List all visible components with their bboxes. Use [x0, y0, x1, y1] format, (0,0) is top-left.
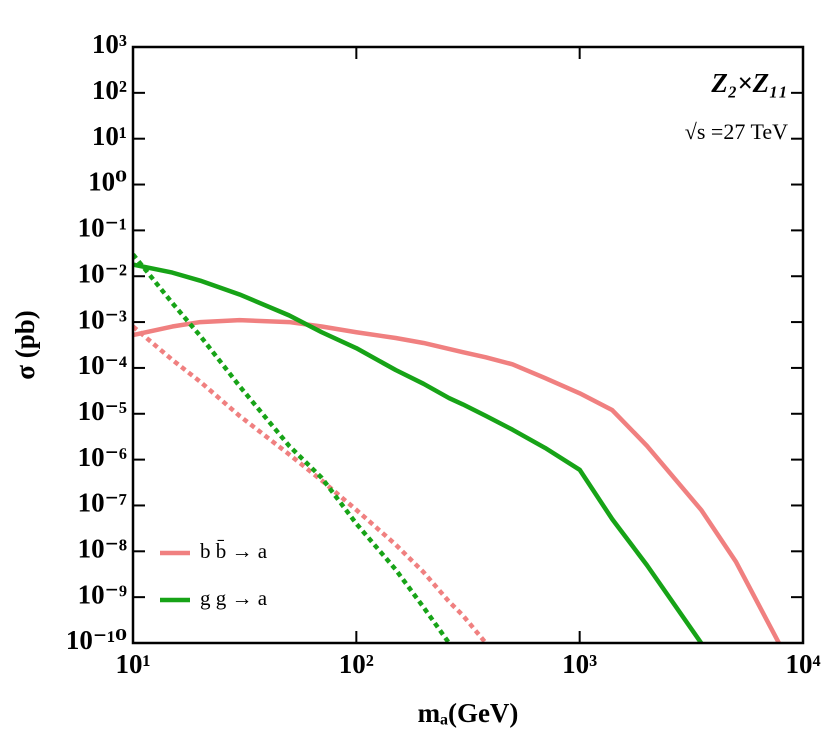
x-tick-label: 10¹ — [115, 649, 150, 679]
plot-frame — [131, 45, 805, 645]
energy-annotation: √s =27 TeV — [685, 119, 788, 144]
y-tick-label: 10⁻² — [78, 258, 127, 288]
y-tick-label: 10⁻⁵ — [78, 396, 127, 426]
y-tick-label: 10⁻⁹ — [78, 579, 127, 609]
line — [133, 317, 781, 643]
y-tick-label: 10⁰ — [88, 167, 127, 197]
dotted-line — [133, 252, 451, 643]
group-annotation: Z₂×Z₁₁ — [710, 68, 788, 98]
x-tick-label: 10⁴ — [785, 649, 820, 679]
y-axis-label: σ (pb) — [10, 310, 40, 379]
legend-label: b b̄ → a — [200, 539, 268, 563]
x-tick-label: 10³ — [562, 649, 597, 679]
x-tick-label: 10² — [339, 649, 374, 679]
plot-area — [133, 252, 781, 643]
y-tick-label: 10⁻⁸ — [78, 534, 127, 564]
line — [133, 262, 704, 643]
y-tick-label: 10⁻³ — [78, 304, 127, 334]
y-tick-label: 10⁻⁷ — [78, 488, 127, 518]
y-tick-label: 10⁻⁴ — [78, 350, 127, 380]
y-tick-label: 10⁻¹ — [78, 213, 127, 243]
dotted-line — [133, 324, 488, 643]
y-tick-label: 10² — [92, 75, 127, 105]
legend-label: g g → a — [200, 586, 268, 610]
y-tick-label: 10¹ — [92, 121, 127, 151]
y-tick-label: 10⁻⁶ — [78, 442, 127, 472]
x-axis-label: mₐ(GeV) — [418, 698, 519, 728]
y-tick-label: 10³ — [92, 29, 127, 59]
y-tick-label: 10⁻¹⁰ — [66, 625, 127, 655]
